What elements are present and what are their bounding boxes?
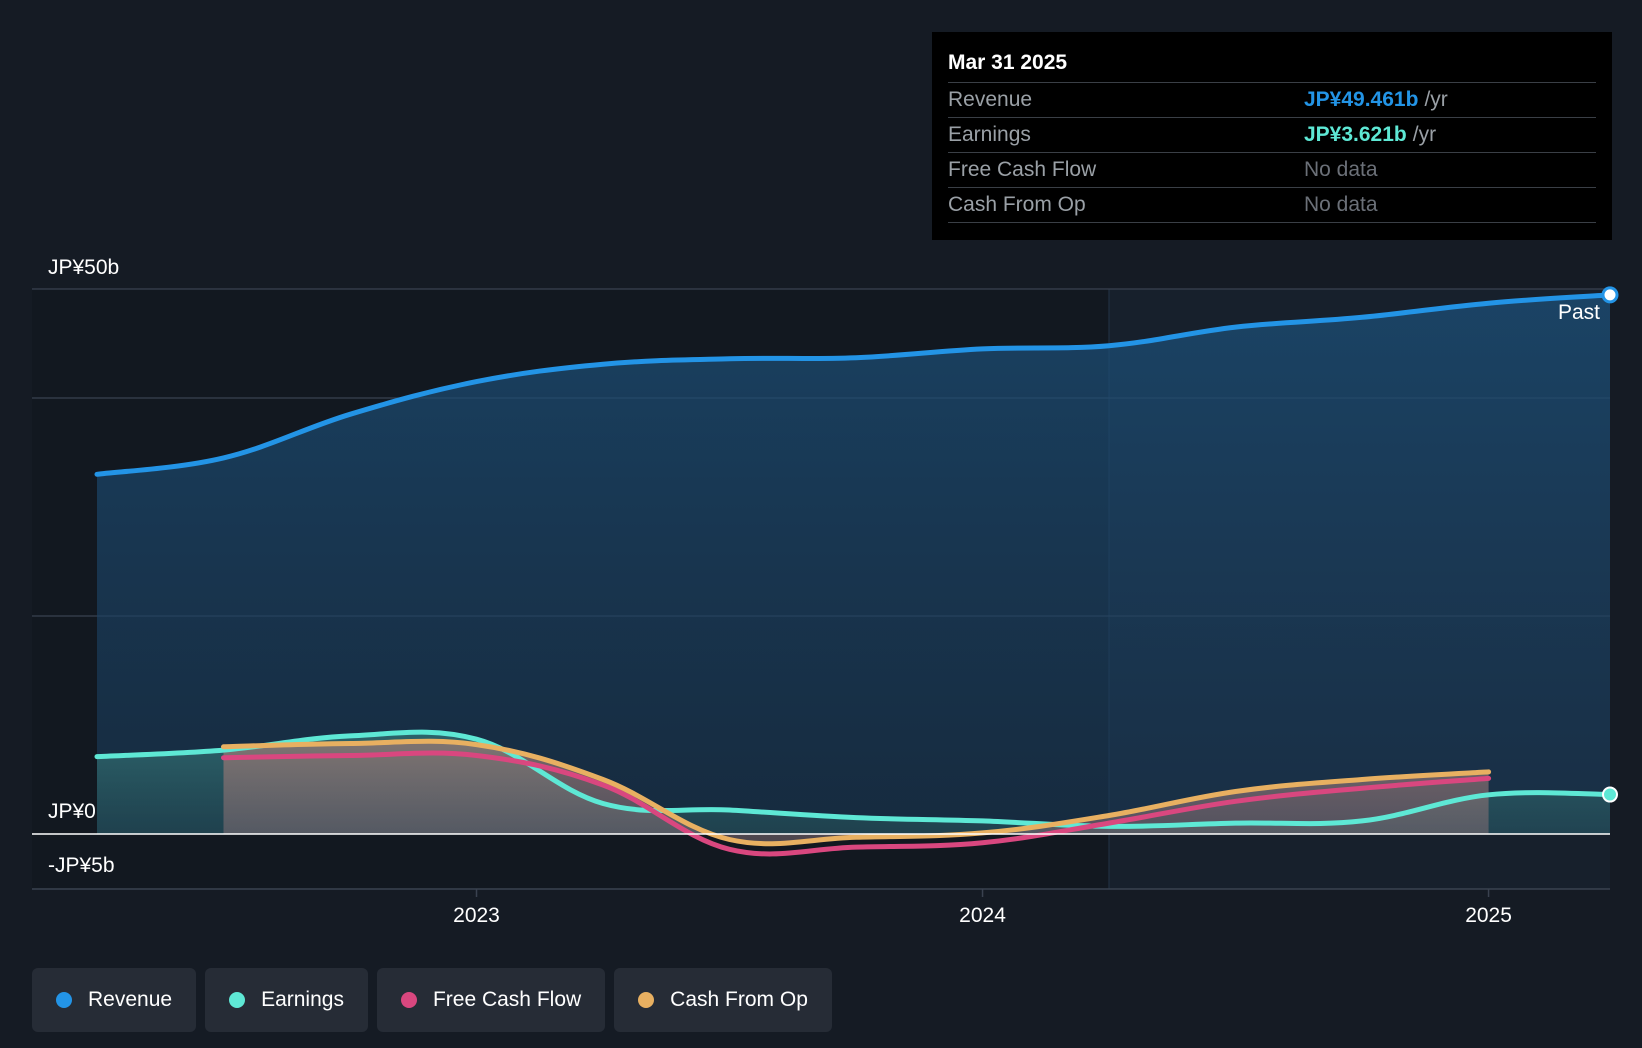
tooltip-row-revenue: Revenue JP¥49.461b /yr (948, 83, 1596, 118)
revenue-end-marker (1601, 286, 1619, 304)
free-cash-flow-dot-icon (400, 992, 417, 1008)
tooltip-label: Cash From Op (948, 193, 1086, 216)
revenue-area (97, 294, 1610, 834)
line-chart: JP¥50b JP¥0 -JP¥5b 2023 2024 2025 Past (32, 256, 1619, 927)
x-tick-label: 2024 (959, 904, 1006, 927)
legend-item-earnings[interactable]: Earnings (205, 968, 368, 1032)
tooltip-unit: /yr (1412, 123, 1437, 146)
cash-from-op-dot-icon (638, 992, 655, 1008)
free-cash-flow-line (221, 750, 1492, 857)
y-tick-label: JP¥0 (48, 800, 96, 823)
tooltip-panel: Mar 31 2025 Revenue JP¥49.461b /yr Earni… (932, 32, 1612, 240)
tooltip-value: No data (1304, 158, 1378, 181)
tooltip-row-earnings: Earnings JP¥3.621b /yr (948, 118, 1596, 153)
past-label: Past (1558, 301, 1600, 324)
tooltip-label: Earnings (948, 123, 1031, 146)
chart-legend: Revenue Earnings Free Cash Flow Cash Fro… (32, 968, 832, 1032)
tooltip-value: JP¥3.621b (1304, 123, 1407, 146)
x-tick-label: 2023 (453, 904, 500, 927)
legend-label: Earnings (261, 988, 344, 1011)
legend-item-revenue[interactable]: Revenue (32, 968, 197, 1032)
tooltip-date: Mar 31 2025 (948, 46, 1596, 83)
legend-label: Revenue (88, 988, 173, 1011)
legend-item-cash-from-op[interactable]: Cash From Op (614, 968, 832, 1032)
legend-label: Free Cash Flow (432, 988, 582, 1011)
x-tick-label: 2025 (1465, 904, 1512, 927)
tooltip-row-cash-from-op: Cash From Op No data (948, 188, 1596, 223)
tooltip-unit: /yr (1424, 88, 1448, 111)
revenue-dot-icon (56, 992, 72, 1008)
revenue-line (94, 292, 1613, 477)
earnings-dot-icon (229, 992, 246, 1008)
earnings-end-marker (1602, 786, 1618, 803)
y-tick-label: -JP¥5b (48, 854, 115, 877)
tooltip-row-free-cash-flow: Free Cash Flow No data (948, 153, 1596, 188)
tooltip-label: Revenue (948, 88, 1033, 111)
earnings-line (94, 729, 1613, 829)
y-tick-label: JP¥50b (48, 256, 119, 279)
legend-item-free-cash-flow[interactable]: Free Cash Flow (376, 968, 606, 1032)
legend-label: Cash From Op (670, 988, 808, 1011)
tooltip-value: JP¥49.461b (1304, 88, 1419, 111)
cash-from-op-line (221, 738, 1492, 847)
tooltip-label: Free Cash Flow (948, 158, 1097, 181)
tooltip-value: No data (1304, 193, 1378, 216)
